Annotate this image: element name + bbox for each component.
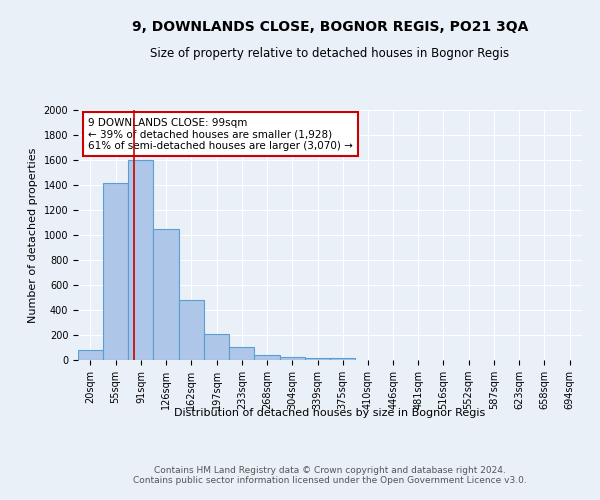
Bar <box>154 229 179 360</box>
Bar <box>305 358 331 360</box>
Text: Contains HM Land Registry data © Crown copyright and database right 2024.
Contai: Contains HM Land Registry data © Crown c… <box>133 466 527 485</box>
Y-axis label: Number of detached properties: Number of detached properties <box>28 148 38 322</box>
Bar <box>103 182 128 360</box>
Text: 9, DOWNLANDS CLOSE, BOGNOR REGIS, PO21 3QA: 9, DOWNLANDS CLOSE, BOGNOR REGIS, PO21 3… <box>132 20 528 34</box>
Bar <box>254 355 280 360</box>
Text: Distribution of detached houses by size in Bognor Regis: Distribution of detached houses by size … <box>175 408 485 418</box>
Bar <box>331 358 355 360</box>
Bar <box>179 300 204 360</box>
Text: Size of property relative to detached houses in Bognor Regis: Size of property relative to detached ho… <box>151 48 509 60</box>
Bar <box>128 160 154 360</box>
Bar <box>78 350 103 360</box>
Bar <box>280 356 305 360</box>
Text: 9 DOWNLANDS CLOSE: 99sqm
← 39% of detached houses are smaller (1,928)
61% of sem: 9 DOWNLANDS CLOSE: 99sqm ← 39% of detach… <box>88 118 353 150</box>
Bar <box>229 347 254 360</box>
Bar <box>204 334 229 360</box>
